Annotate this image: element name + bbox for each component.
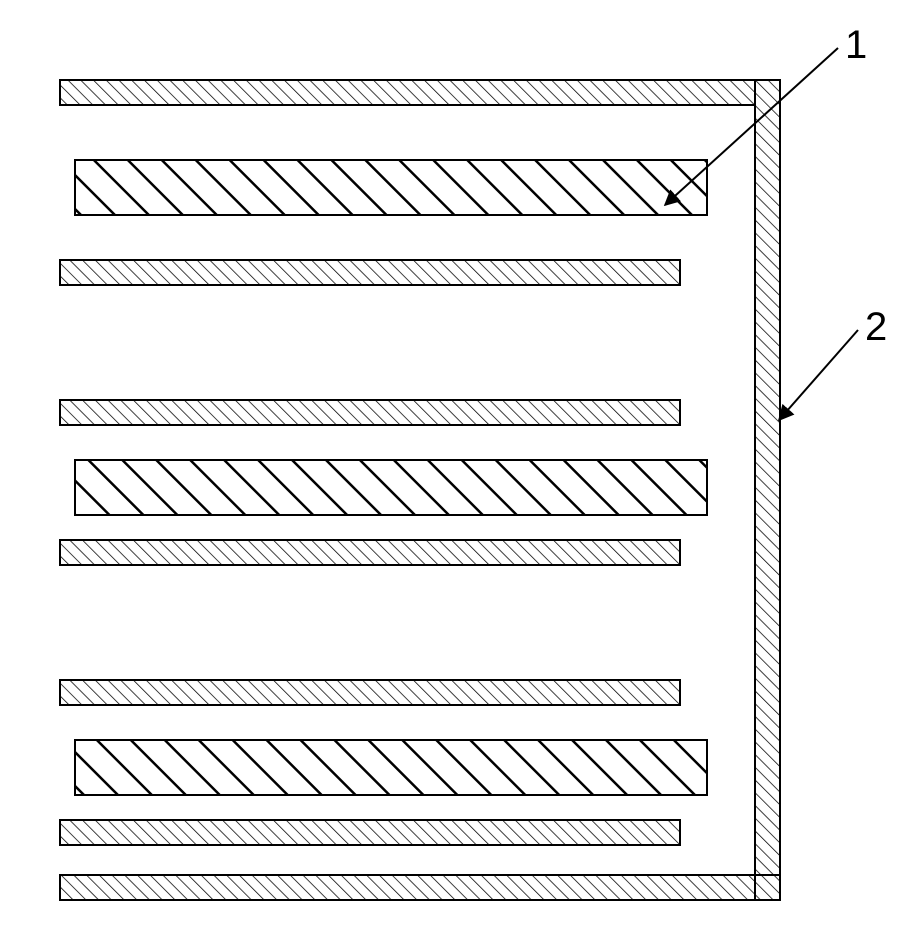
callout-1-label: 1 (845, 23, 867, 67)
callout-2: 2 (779, 305, 887, 420)
bold-bar-3 (75, 740, 707, 795)
bold-bar-2 (75, 460, 707, 515)
bold-bar-1 (75, 160, 707, 215)
callout-1-leader (665, 48, 838, 205)
callout-2-label: 2 (865, 305, 887, 349)
callout-2-leader (779, 330, 858, 420)
